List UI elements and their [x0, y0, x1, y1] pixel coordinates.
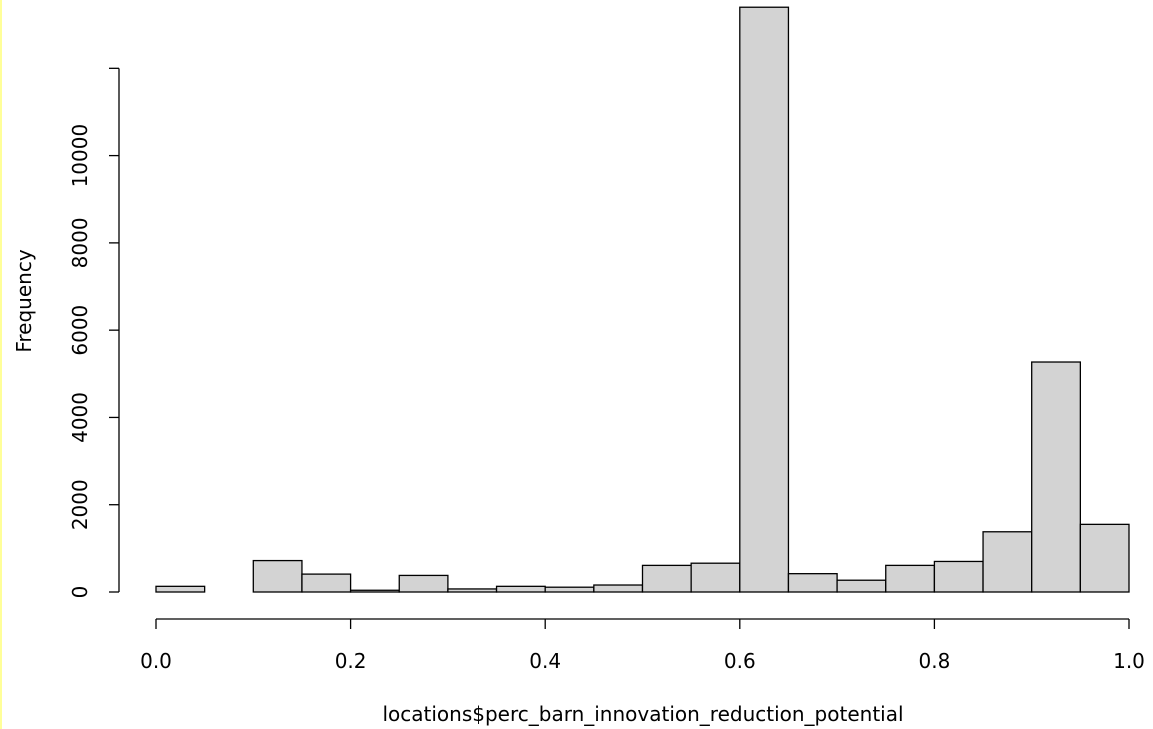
histogram-bar [1031, 361, 1081, 593]
histogram-bar [252, 559, 303, 593]
histogram-bar [593, 584, 644, 593]
x-tick-label: 0.2 [335, 649, 367, 673]
y-axis-label: Frequency [12, 249, 36, 352]
histogram-bar [398, 574, 449, 593]
histogram-bar [787, 573, 838, 593]
y-tick-label: 8000 [68, 217, 92, 268]
y-tick-label: 2000 [68, 479, 92, 530]
x-tick-label: 0.8 [918, 649, 950, 673]
histogram-bar [349, 589, 400, 593]
x-tick-label: 0.6 [724, 649, 756, 673]
y-tick-label: 0 [68, 586, 92, 599]
histogram-bar [690, 562, 741, 593]
y-tick-label: 10000 [68, 124, 92, 188]
histogram-bar [301, 573, 352, 593]
x-tick-label: 0.4 [529, 649, 561, 673]
bars-group [155, 6, 1130, 593]
x-tick-label: 1.0 [1113, 649, 1145, 673]
x-axis: 0.0 0.2 0.4 0.6 0.8 1.0 [140, 618, 1145, 673]
y-axis: 0 2000 4000 6000 8000 10000 [68, 67, 120, 599]
histogram-bar [641, 564, 692, 593]
histogram-bar [1079, 523, 1130, 593]
y-tick-label: 6000 [68, 305, 92, 356]
histogram-bar [836, 579, 887, 593]
y-tick-label: 4000 [68, 392, 92, 443]
x-axis-label: locations$perc_barn_innovation_reduction… [382, 702, 903, 726]
histogram-bar [447, 588, 498, 593]
histogram-bar [155, 585, 206, 593]
histogram-bar [885, 564, 936, 593]
histogram-bar [495, 585, 546, 593]
histogram-bar [982, 531, 1033, 593]
histogram-bar [544, 586, 595, 593]
x-tick-label: 0.0 [140, 649, 172, 673]
histogram-bar [739, 6, 790, 593]
histogram-bar [933, 560, 984, 593]
